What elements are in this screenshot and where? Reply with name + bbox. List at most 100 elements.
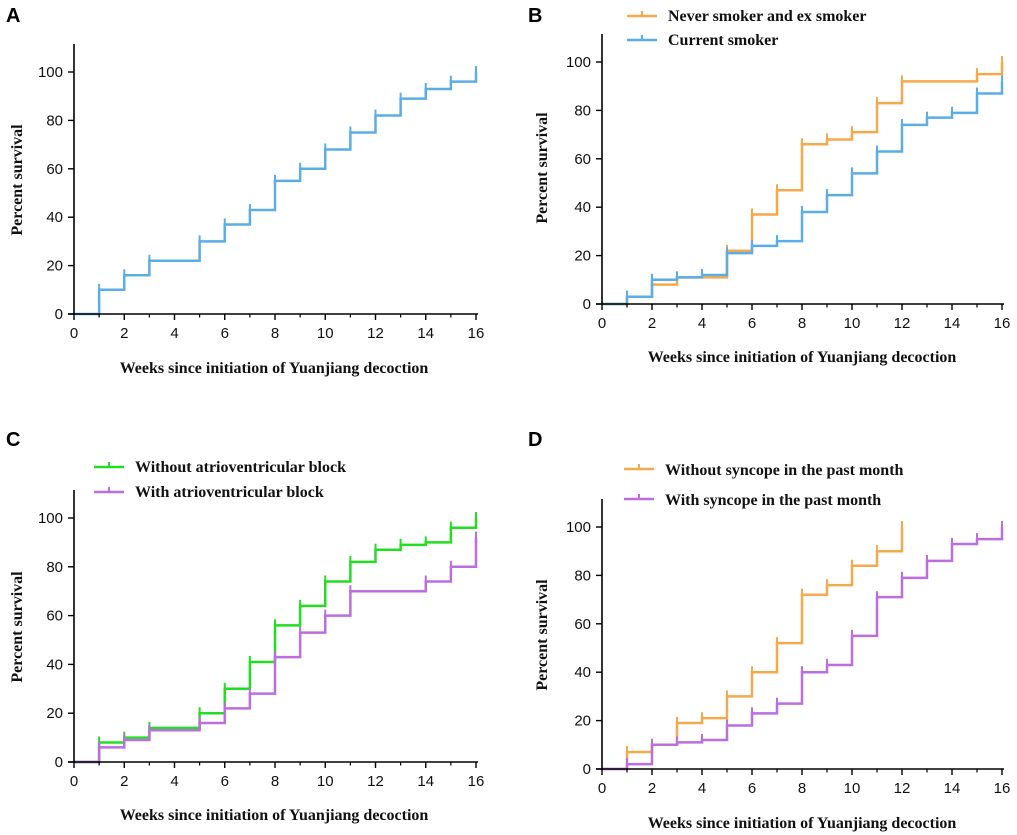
panel-b-legend-label-1: Never smoker and ex smoker: [668, 8, 867, 25]
panel-b-y-tick-label: 40: [574, 199, 591, 216]
panel-d-x-tick-label: 6: [748, 780, 756, 797]
panel-b-legend-item-2: Current smoker: [627, 32, 778, 49]
panel-b-legend-label-2: Current smoker: [668, 32, 778, 49]
panel-a-y-tick-label: 40: [46, 209, 63, 226]
panel-b-y-tick-label: 100: [566, 54, 591, 71]
panel-b-x-tick-label: 8: [798, 315, 806, 332]
panel-a-x-tick-label: 4: [170, 325, 178, 342]
panel-a-letter: A: [6, 5, 20, 27]
panel-c-legend-label-2: With atrioventricular block: [135, 484, 324, 501]
panel-d-x-tick-label: 0: [598, 780, 606, 797]
panel-d-legend-item-1: Without syncope in the past month: [624, 462, 904, 479]
panel-a-plot: 0 2 4 6 8 10 12 14 16 0 20 40 60 80 100: [38, 44, 484, 342]
panel-c-x-tick-label: 16: [468, 773, 485, 790]
panel-d-y-tick-label: 60: [574, 616, 591, 633]
panel-c-x-tick-label: 12: [367, 773, 384, 790]
panel-a-x-tick-label: 8: [271, 325, 279, 342]
panel-c-x-tick-label: 4: [170, 773, 178, 790]
panel-b-x-tick-label: 14: [944, 315, 961, 332]
panel-b-x-tick-label: 6: [748, 315, 756, 332]
panel-a-x-tick-label: 2: [120, 325, 128, 342]
panel-a-x-tick-label: 12: [367, 325, 384, 342]
panel-b-legend-item-1: Never smoker and ex smoker: [627, 8, 867, 25]
panel-d-y-tick-label: 20: [574, 713, 591, 730]
panel-d-y-axis-title: Percent survival: [534, 579, 551, 691]
panel-c-legend-item-2: With atrioventricular block: [94, 484, 324, 501]
panel-d-x-tick-label: 4: [698, 780, 706, 797]
panel-c-y-axis-title: Percent survival: [9, 571, 26, 683]
panel-b-y-axis-title: Percent survival: [534, 112, 551, 224]
panel-b-y-tick-label: 60: [574, 151, 591, 168]
panel-c-series-1-line: [74, 518, 478, 764]
panel-b-series-2-line: [602, 81, 1004, 306]
panel-a-series-1-line: [74, 72, 478, 316]
panel-a-x-tick-label: 0: [70, 325, 78, 342]
panel-c-legend: Without atrioventricular block With atri…: [94, 459, 346, 501]
panel-c-y-tick-label: 20: [46, 705, 63, 722]
panel-c-plot: 0 2 4 6 8 10 12 14 16 0 20 40 60 80 100: [38, 490, 484, 790]
panel-b-x-tick-label: 0: [598, 315, 606, 332]
panel-b-x-tick-label: 10: [844, 315, 861, 332]
panel-a-y-tick-label: 100: [38, 64, 63, 81]
panel-d-x-tick-label: 8: [798, 780, 806, 797]
panel-b-x-tick-label: 4: [698, 315, 706, 332]
panel-a-x-tick-label: 6: [221, 325, 229, 342]
panel-b-y-tick-label: 80: [574, 102, 591, 119]
panel-a-y-tick-label: 20: [46, 258, 63, 275]
panel-a-x-tick-label: 10: [317, 325, 334, 342]
panel-d: D 0 2 4 6 8 10 12 14 16 0 20 40 60 80 100 Weeks since …: [528, 429, 1010, 832]
panel-d-plot: 0 2 4 6 8 10 12 14 16 0 20 40 60 80 100: [566, 499, 1010, 797]
panel-a-y-axis-title: Percent survival: [9, 124, 26, 236]
panel-d-letter: D: [528, 429, 542, 451]
panel-c-x-tick-label: 10: [317, 773, 334, 790]
panel-b-x-tick-label: 2: [648, 315, 656, 332]
panel-d-y-tick-label: 100: [566, 519, 591, 536]
panel-d-x-tick-label: 2: [648, 780, 656, 797]
panel-c-y-tick-label: 100: [38, 510, 63, 527]
panel-c-legend-label-1: Without atrioventricular block: [135, 459, 346, 476]
panel-d-x-tick-label: 12: [894, 780, 911, 797]
panel-d-x-tick-label: 14: [944, 780, 961, 797]
panel-c-y-tick-label: 60: [46, 608, 63, 625]
panel-c-y-tick-label: 80: [46, 559, 63, 576]
panel-d-x-tick-label: 16: [994, 780, 1011, 797]
panel-c-series-2-line: [74, 537, 478, 764]
panel-d-x-axis-title: Weeks since initiation of Yuanjiang deco…: [648, 815, 957, 832]
panel-d-x-tick-label: 10: [844, 780, 861, 797]
panel-c-x-tick-label: 2: [120, 773, 128, 790]
panel-c-x-tick-label: 14: [417, 773, 434, 790]
panel-d-series-2-line: [602, 527, 1004, 771]
panel-a-x-tick-label: 14: [417, 325, 434, 342]
panel-b-series-1-line: [602, 62, 1004, 306]
panel-a-x-axis-title: Weeks since initiation of Yuanjiang deco…: [120, 360, 429, 377]
panel-c-y-tick-label: 40: [46, 656, 63, 673]
panel-d-series-1-line: [602, 527, 904, 771]
panel-c-y-tick-label: 0: [55, 754, 63, 771]
panel-b-x-tick-label: 16: [994, 315, 1011, 332]
panel-a-x-tick-label: 16: [468, 325, 485, 342]
panel-b-x-tick-label: 12: [894, 315, 911, 332]
panel-d-y-tick-label: 40: [574, 664, 591, 681]
panel-b: B 0 2 4 6 8 10 12 14 16 0 20 40 60 80 100 Weeks since …: [528, 5, 1010, 366]
panel-c-letter: C: [6, 429, 20, 451]
panel-b-legend: Never smoker and ex smoker Current smoke…: [627, 8, 867, 49]
panel-c: C 0 2 4 6 8 10 12 14 16 0 20 40 60 80 100 Weeks since …: [6, 429, 484, 824]
panel-d-legend: Without syncope in the past month With s…: [624, 462, 904, 509]
panel-a-y-tick-label: 60: [46, 161, 63, 178]
panel-a: A 0 2 4 6 8 10 12 14 16 0 20 40 60 80 100 Weeks since …: [6, 5, 484, 377]
panel-b-y-tick-label: 0: [583, 296, 591, 313]
panel-a-y-tick-label: 80: [46, 112, 63, 129]
panel-d-y-tick-label: 80: [574, 567, 591, 584]
panel-a-y-tick-label: 0: [55, 306, 63, 323]
panel-c-x-tick-label: 6: [221, 773, 229, 790]
panel-c-x-tick-label: 0: [70, 773, 78, 790]
panel-d-legend-label-2: With syncope in the past month: [665, 492, 881, 509]
panel-b-y-tick-label: 20: [574, 248, 591, 265]
panel-b-letter: B: [528, 5, 542, 27]
panel-b-x-axis-title: Weeks since initiation of Yuanjiang deco…: [648, 349, 957, 366]
panel-c-legend-item-1: Without atrioventricular block: [94, 459, 346, 476]
panel-d-legend-label-1: Without syncope in the past month: [665, 462, 904, 479]
panel-b-plot: 0 2 4 6 8 10 12 14 16 0 20 40 60 80 100: [566, 34, 1010, 332]
panel-d-legend-item-2: With syncope in the past month: [624, 492, 881, 509]
